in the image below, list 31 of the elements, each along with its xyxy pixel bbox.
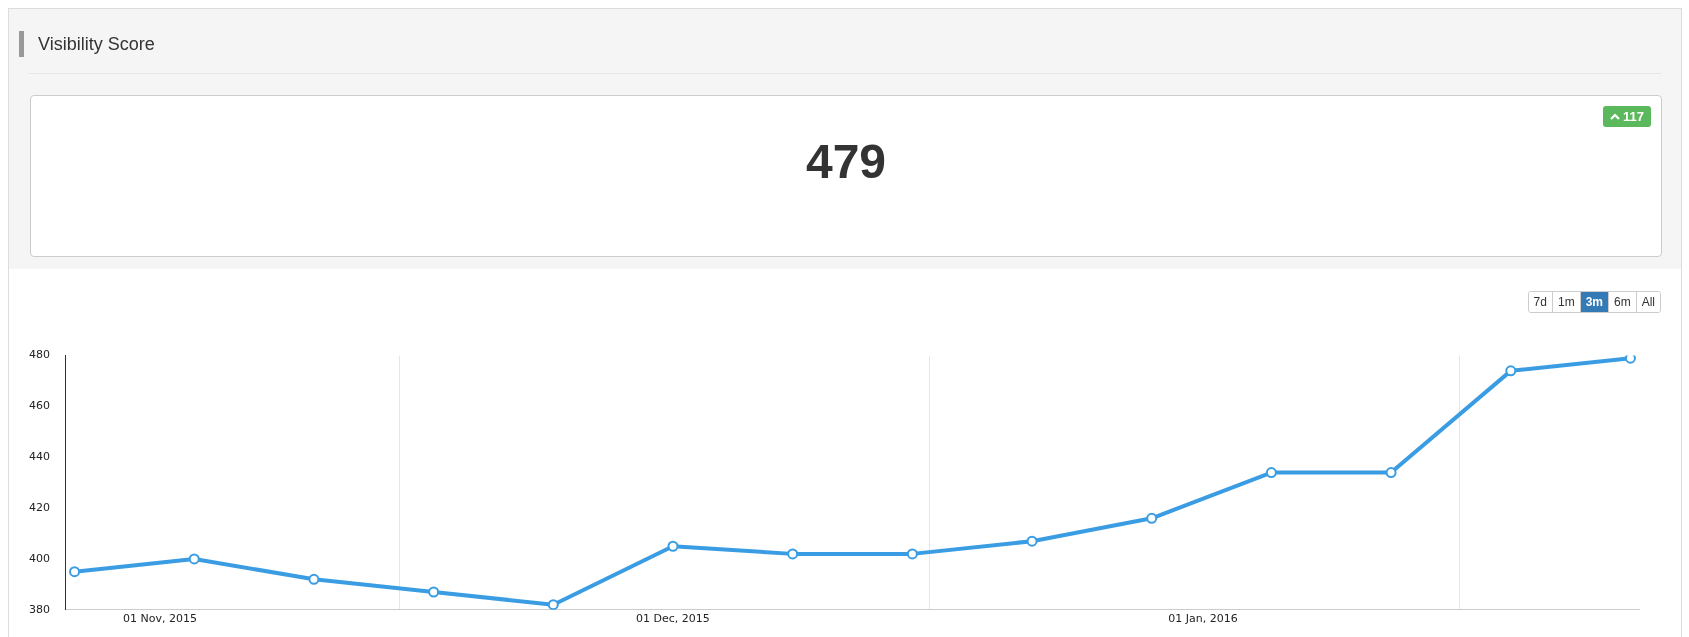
text: 117 [1623, 109, 1644, 124]
text: 1m [1551, 292, 1580, 312]
y-tick-label: 400 [29, 551, 50, 565]
point [1026, 535, 1038, 547]
point [1385, 467, 1397, 479]
point [547, 599, 559, 610]
chart-title: Visibility Score [19, 31, 155, 57]
chart-subtitle: 479 [804, 134, 888, 189]
x-tick-label: 01 Dec, 2015 [636, 612, 710, 626]
point [1265, 467, 1277, 479]
y-tick-label: 460 [29, 399, 50, 413]
y-tick-label: 440 [29, 450, 50, 464]
y-tick-label: 420 [29, 500, 50, 514]
point [1146, 512, 1158, 524]
x-tick-label: 01 Jan, 2016 [1168, 612, 1238, 626]
point [428, 586, 440, 598]
text: All [1635, 292, 1660, 312]
text: 7d [1528, 292, 1552, 312]
point [1624, 355, 1636, 364]
y-tick-label: 380 [29, 602, 50, 616]
y-tick-label: 480 [29, 348, 50, 362]
point [667, 540, 679, 552]
point [906, 548, 918, 560]
point [188, 553, 200, 565]
point [308, 573, 320, 585]
point [787, 548, 799, 560]
point [69, 566, 81, 578]
text: 3m [1579, 292, 1608, 312]
text: 6m [1607, 292, 1636, 312]
point [1505, 365, 1517, 377]
x-tick-label: 01 Nov, 2015 [123, 612, 198, 626]
